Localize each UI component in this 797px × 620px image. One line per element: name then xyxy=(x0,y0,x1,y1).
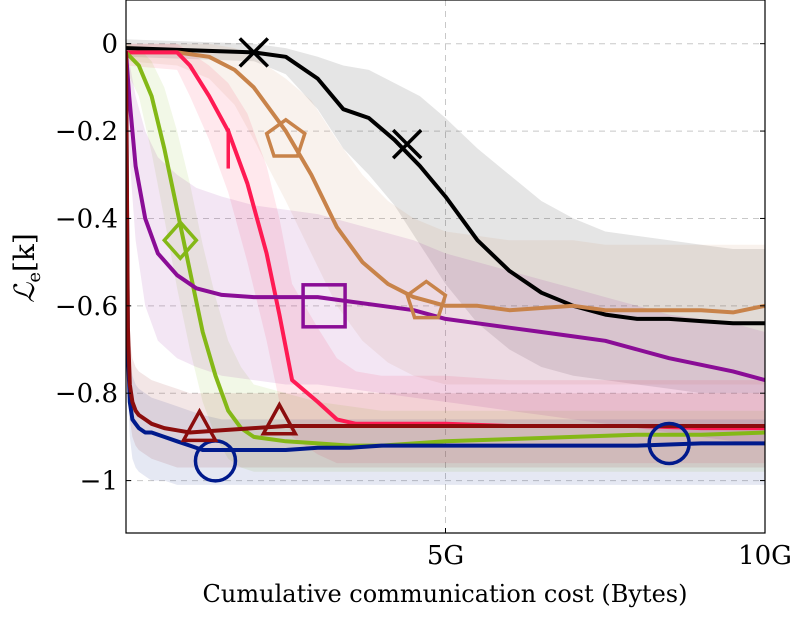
series-3-marker xyxy=(161,219,199,261)
series-0-line xyxy=(126,46,765,326)
series-6-marker xyxy=(260,401,299,436)
series-6-line xyxy=(126,50,765,435)
x-tick-label: 10G xyxy=(738,541,792,571)
series-1-marker xyxy=(264,117,307,158)
x-axis-label: Cumulative communication cost (Bytes) xyxy=(203,580,688,608)
y-tick-label: −0.6 xyxy=(55,292,118,322)
y-tick-label: −1 xyxy=(80,467,118,497)
series-1-line xyxy=(126,50,765,315)
series-1-marker xyxy=(405,279,448,320)
y-axis-label: ℒe[k] xyxy=(8,233,45,303)
y-tick-label: 0 xyxy=(101,30,118,60)
series-4-marker xyxy=(301,283,347,329)
series-0-marker xyxy=(238,37,270,68)
series-5-marker xyxy=(647,421,691,466)
axis-ticks: 0 −0.2 −0.4 −0.6 −0.8 −1 5G 10G xyxy=(55,30,792,571)
series-0-marker xyxy=(391,128,423,160)
y-tick-label: −0.8 xyxy=(55,379,118,409)
series-3-line xyxy=(126,50,765,448)
y-axis-label-main: ℒ xyxy=(8,282,41,303)
x-tick-label: 5G xyxy=(427,541,464,571)
series-0-band xyxy=(126,39,765,394)
confidence-bands xyxy=(126,39,765,485)
series-markers xyxy=(161,37,691,483)
y-axis-label-sub: e xyxy=(24,272,45,283)
y-axis-label-suffix: [k] xyxy=(8,233,41,272)
series-lines xyxy=(126,46,765,452)
series-5-line xyxy=(126,50,765,452)
series-4-line xyxy=(126,50,765,383)
y-tick-label: −0.4 xyxy=(55,204,118,234)
y-tick-label: −0.2 xyxy=(55,117,118,147)
series-6-marker xyxy=(180,407,219,443)
series-2-band xyxy=(126,43,765,464)
